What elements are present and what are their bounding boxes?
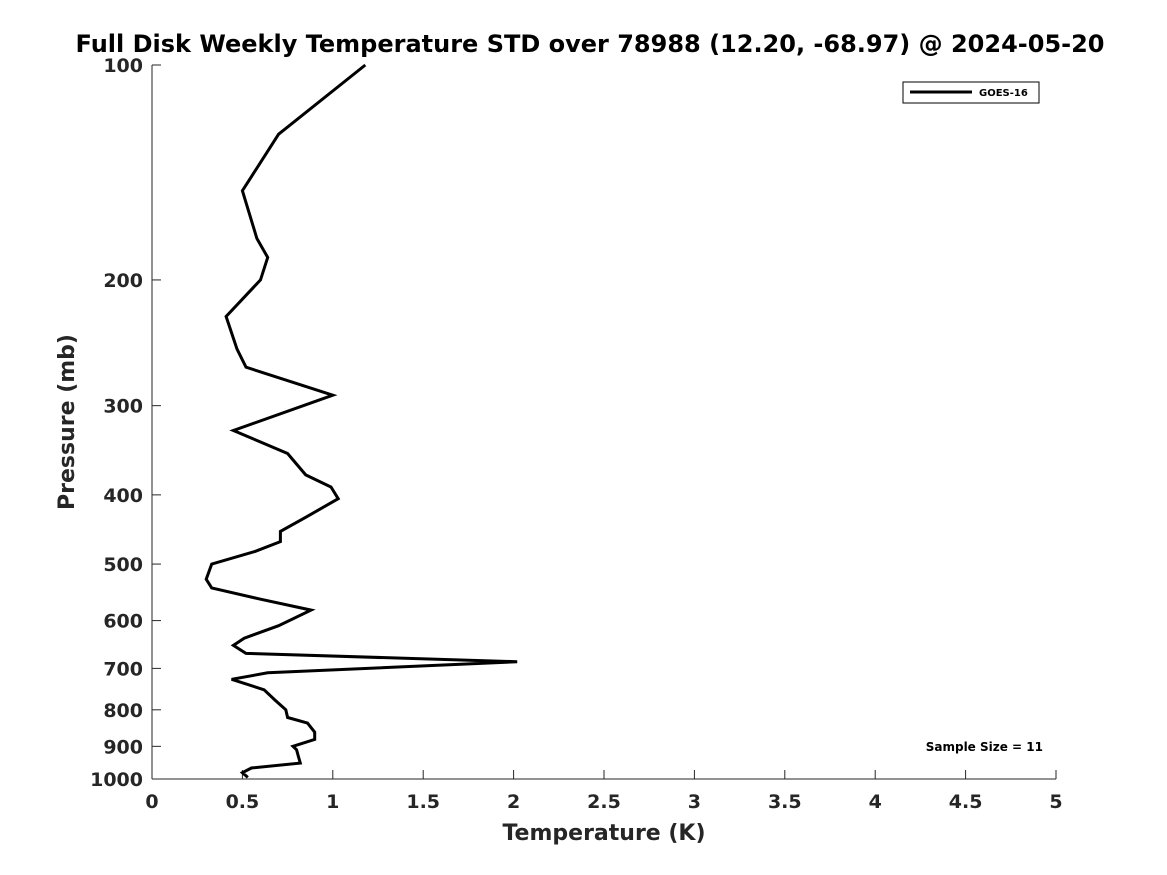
x-tick-label: 1 — [326, 791, 339, 813]
y-tick-label: 800 — [103, 700, 143, 722]
x-tick-label: 4.5 — [949, 791, 983, 813]
sample-size-annotation: Sample Size = 11 — [926, 740, 1043, 754]
x-tick-label: 2.5 — [587, 791, 621, 813]
x-tick-label: 3.5 — [768, 791, 802, 813]
chart-title: Full Disk Weekly Temperature STD over 78… — [76, 30, 1105, 58]
x-tick-label: 0 — [145, 791, 158, 813]
x-tick-label: 4 — [869, 791, 882, 813]
x-tick-label: 2 — [507, 791, 520, 813]
y-tick-label: 200 — [103, 270, 143, 292]
x-tick-label: 5 — [1049, 791, 1062, 813]
y-tick-label: 100 — [103, 55, 143, 77]
y-tick-label: 500 — [103, 554, 143, 576]
legend: GOES-16 — [902, 81, 1040, 104]
series-line-goes-16 — [204, 63, 518, 779]
y-tick-label: 900 — [103, 736, 143, 758]
legend-entry-goes-16: GOES-16 — [979, 88, 1028, 99]
y-axis: 100 200 300 400 500 600 700 800 900 1000 — [90, 55, 161, 791]
x-tick-label: 3 — [688, 791, 701, 813]
series-layer — [204, 63, 518, 779]
y-tick-label: 700 — [103, 658, 143, 680]
x-axis: 0 0.5 1 1.5 2 2.5 3 3.5 4 4.5 5 — [145, 770, 1063, 813]
x-tick-label: 1.5 — [406, 791, 440, 813]
x-tick-label: 0.5 — [226, 791, 260, 813]
y-tick-label: 1000 — [90, 769, 143, 791]
y-tick-label: 400 — [103, 485, 143, 507]
y-tick-label: 600 — [103, 611, 143, 633]
x-axis-label: Temperature (K) — [502, 821, 705, 846]
y-axis-label: Pressure (mb) — [55, 334, 80, 510]
y-tick-label: 300 — [103, 396, 143, 418]
